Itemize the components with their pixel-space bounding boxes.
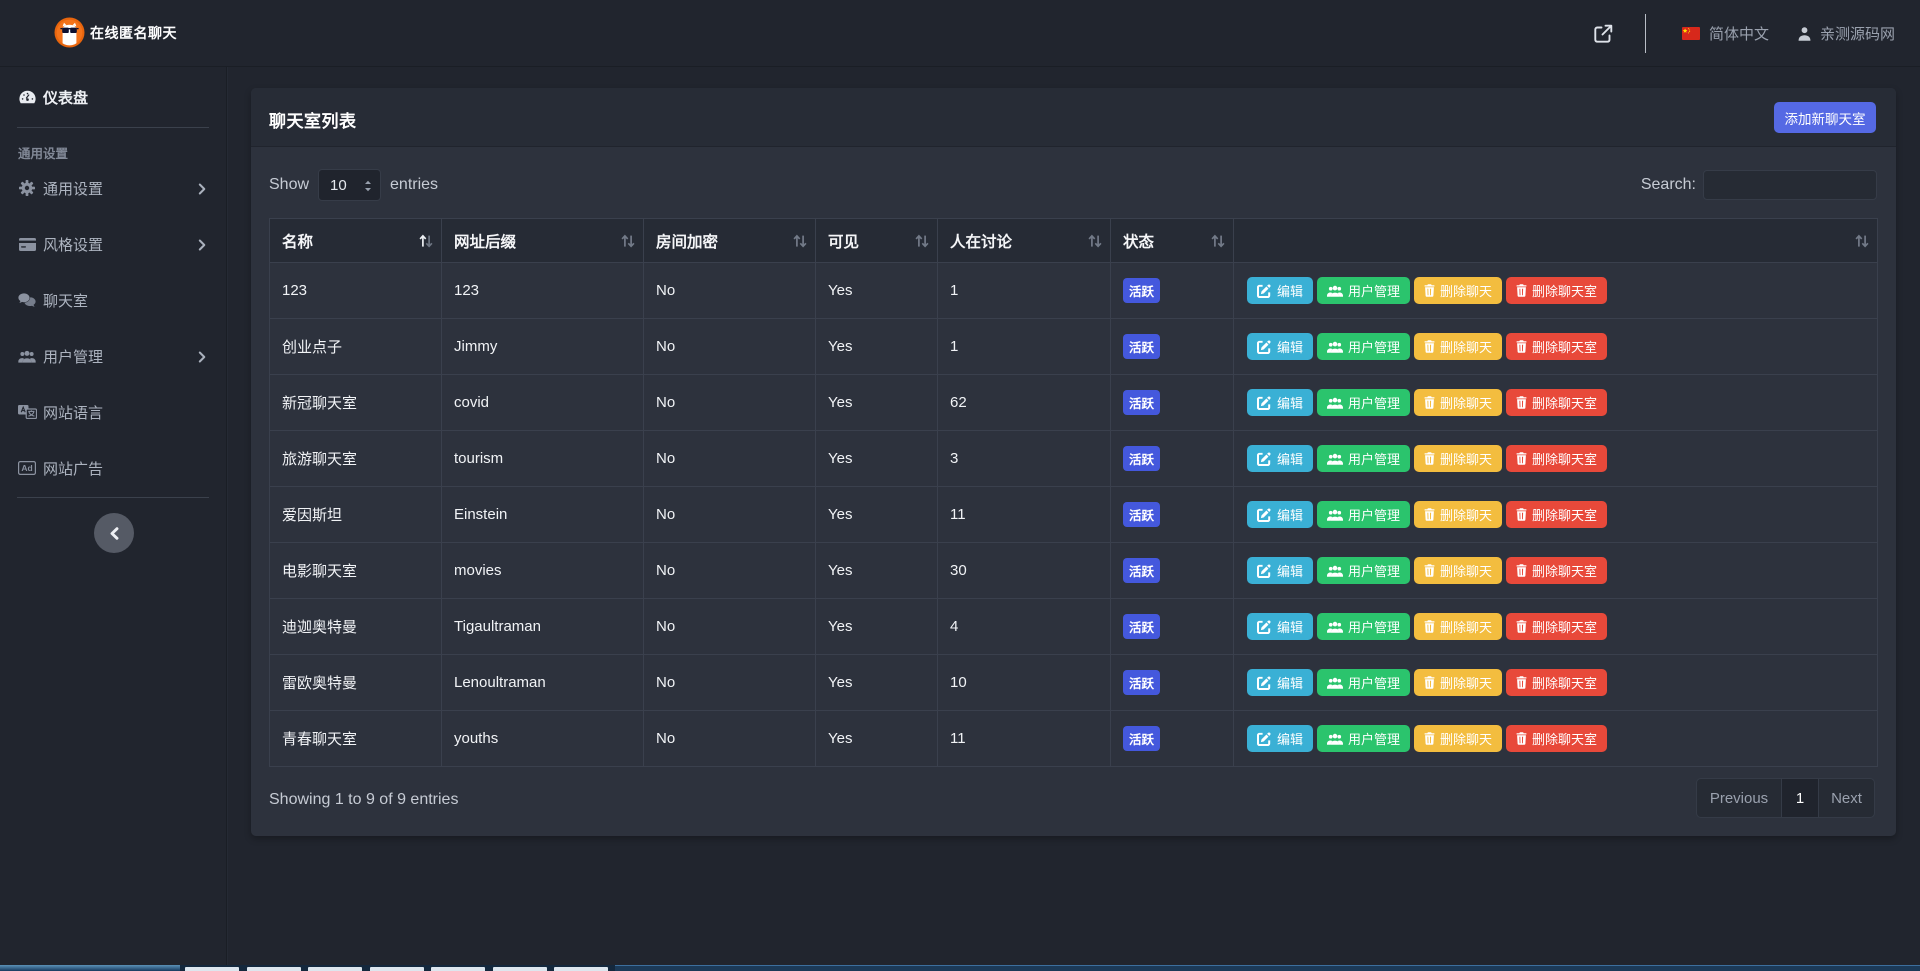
svg-text:Ad: Ad [21, 463, 32, 473]
